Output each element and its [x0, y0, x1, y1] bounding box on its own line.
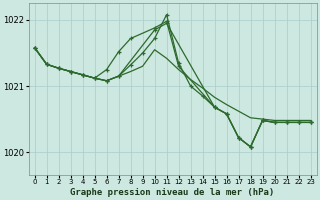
X-axis label: Graphe pression niveau de la mer (hPa): Graphe pression niveau de la mer (hPa): [70, 188, 275, 197]
